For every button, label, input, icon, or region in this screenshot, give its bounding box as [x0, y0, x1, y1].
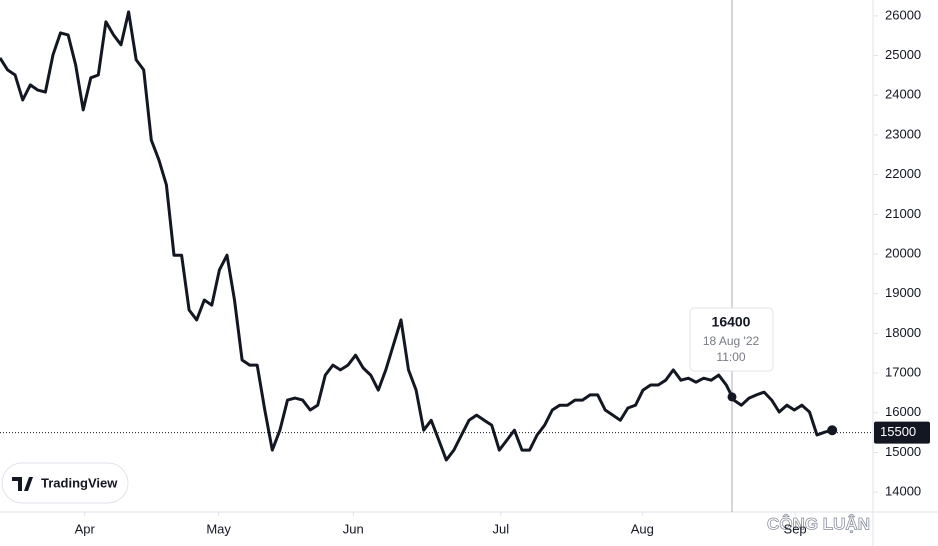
- logo-text: TradingView: [41, 475, 118, 490]
- y-tick-label: 17000: [885, 365, 921, 380]
- last-value-tag: [874, 421, 930, 444]
- tooltip-value: 16400: [712, 314, 751, 330]
- y-tick-label: 26000: [885, 7, 921, 22]
- y-tick-label: 25000: [885, 47, 921, 62]
- last-point: [827, 425, 838, 436]
- logo-icon: [12, 477, 33, 491]
- tooltip: 16400 18 Aug '22 11:00: [689, 307, 774, 372]
- last-value-label: 15500: [880, 424, 916, 439]
- y-tick-label: 15000: [885, 444, 921, 459]
- y-tick-label: 22000: [885, 166, 921, 181]
- tooltip-date: 18 Aug '22: [703, 334, 760, 348]
- x-tick-label: Jun: [343, 521, 364, 536]
- tooltip-box: [689, 307, 774, 372]
- y-tick-label: 14000: [885, 484, 921, 499]
- x-tick-label: Sep: [784, 521, 807, 536]
- y-tick-label: 21000: [885, 206, 921, 221]
- tooltip-time: 11:00: [716, 350, 745, 364]
- x-tick-label: Jul: [493, 521, 510, 536]
- x-tick-label: May: [206, 521, 231, 536]
- logo[interactable]: TradingView: [1, 462, 129, 504]
- x-tick-label: Apr: [75, 521, 96, 536]
- y-tick-label: 19000: [885, 285, 921, 300]
- y-tick-label: 20000: [885, 245, 921, 260]
- x-tick-label: Aug: [631, 521, 654, 536]
- y-tick-label: 23000: [885, 126, 921, 141]
- logo-box[interactable]: [1, 462, 129, 504]
- price-line: [0, 10, 833, 462]
- watermark: CÔNG LUẬN: [767, 514, 870, 533]
- y-tick-label: 16000: [885, 404, 921, 419]
- y-tick-label: 24000: [885, 87, 921, 102]
- y-tick-label: 18000: [885, 325, 921, 340]
- tooltip-point: [727, 392, 737, 402]
